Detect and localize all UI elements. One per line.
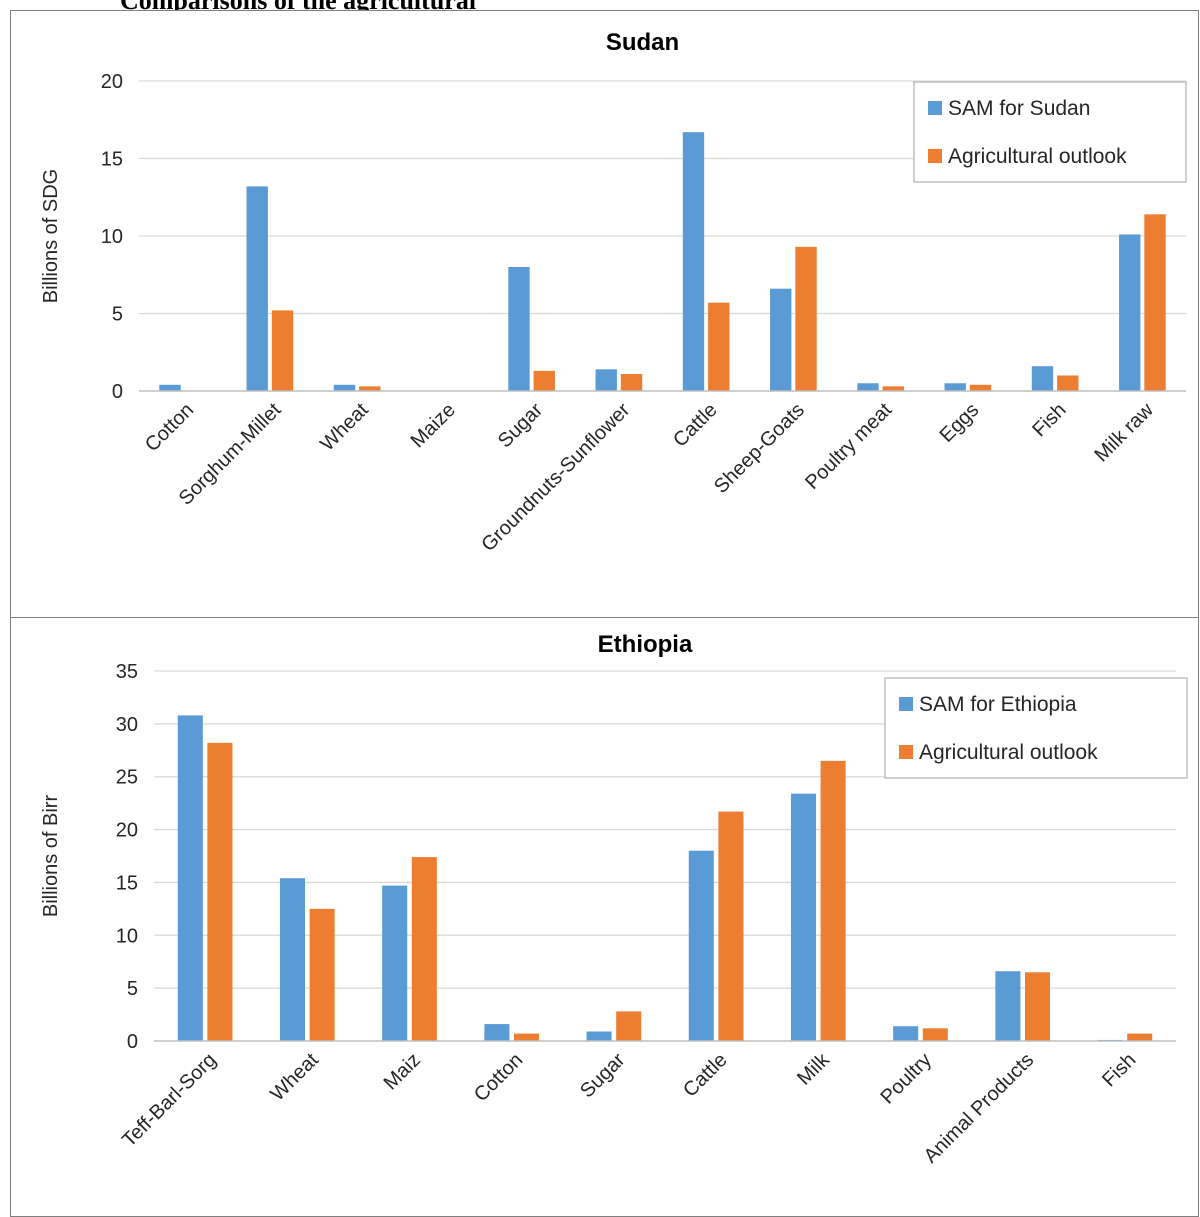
- y-axis-label: Billions of SDG: [40, 169, 62, 304]
- y-tick-label: 15: [101, 149, 123, 171]
- bar-sam-for-ethiopia-maiz: [382, 885, 408, 1041]
- y-axis-label: Billions of Birr: [40, 795, 62, 918]
- legend-swatch: [928, 149, 942, 163]
- x-tick-label: Cattle: [669, 399, 722, 452]
- bar-agricultural-outlook-cotton: [513, 1033, 540, 1041]
- bar-agricultural-outlook-milk-raw: [1144, 214, 1166, 391]
- bar-sam-for-ethiopia-cotton: [484, 1024, 510, 1041]
- y-tick-label: 30: [116, 714, 138, 736]
- bar-sam-for-sudan-eggs: [944, 383, 966, 391]
- legend-box: [884, 677, 1188, 779]
- bar-sam-for-ethiopia-wheat: [279, 878, 306, 1041]
- x-tick-label: Maize: [407, 399, 460, 452]
- y-tick-label: 0: [112, 381, 123, 403]
- bar-agricultural-outlook-groundnuts-sunflower: [620, 373, 643, 391]
- legend-label: SAM for Sudan: [948, 97, 1090, 120]
- bar-agricultural-outlook-fish: [1127, 1033, 1153, 1041]
- y-tick-label: 20: [101, 71, 123, 93]
- legend-swatch: [899, 745, 913, 759]
- x-tick-label: Animal Products: [920, 1049, 1039, 1168]
- y-tick-label: 10: [101, 226, 123, 248]
- bar-agricultural-outlook-sugar: [533, 370, 555, 391]
- bar-agricultural-outlook-poultry: [922, 1028, 948, 1041]
- legend-label: Agricultural outlook: [948, 145, 1127, 168]
- legend: SAM for Ethiopia Agricultural outlook: [884, 677, 1188, 779]
- x-tick-label: Teff-Barl-Sorg: [118, 1049, 221, 1152]
- chart-title: Sudan: [606, 29, 679, 56]
- bar-sam-for-sudan-groundnuts-sunflower: [595, 369, 617, 391]
- ethiopia-chart-panel: Ethiopia Billions of Birr 0 5 10 15 20 25 30 35 Te…: [10, 617, 1199, 1217]
- bar-sam-for-sudan-milk-raw: [1119, 234, 1141, 391]
- bar-sam-for-sudan-wheat: [333, 384, 356, 391]
- bar-sam-for-sudan-sorghum-millet: [246, 186, 268, 391]
- bar-agricultural-outlook-cattle: [718, 811, 744, 1041]
- x-tick-label: Wheat: [316, 399, 373, 456]
- bar-agricultural-outlook-maiz: [411, 857, 437, 1041]
- bar-agricultural-outlook-cattle: [708, 302, 730, 391]
- bar-sam-for-sudan-sugar: [508, 267, 530, 391]
- bar-sam-for-sudan-fish: [1031, 366, 1054, 391]
- bar-agricultural-outlook-poultry-meat: [882, 386, 904, 391]
- x-tick-label: Sugar: [576, 1049, 630, 1103]
- legend-box: [913, 81, 1187, 183]
- bar-agricultural-outlook-wheat: [359, 386, 381, 391]
- x-tick-label: Maiz: [380, 1049, 425, 1094]
- x-tick-label: Fish: [1028, 399, 1070, 441]
- x-tick-label: Poultry meat: [801, 399, 896, 494]
- bar-agricultural-outlook-sorghum-millet: [271, 310, 294, 391]
- bar-agricultural-outlook-milk: [820, 760, 846, 1041]
- bar-sam-for-ethiopia-teff-barl-sorg: [177, 715, 203, 1041]
- bar-sam-for-sudan-sheep-goats: [770, 288, 792, 391]
- bar-sam-for-ethiopia-cattle: [688, 850, 714, 1041]
- bar-agricultural-outlook-animal-products: [1024, 972, 1051, 1041]
- bar-sam-for-ethiopia-poultry: [893, 1026, 919, 1041]
- bar-agricultural-outlook-sugar: [616, 1011, 642, 1041]
- x-tick-label: Poultry: [876, 1049, 936, 1109]
- bar-sam-for-sudan-poultry-meat: [857, 383, 879, 391]
- bar-sam-for-sudan-cotton: [159, 384, 181, 391]
- bar-sam-for-ethiopia-milk: [790, 793, 817, 1041]
- x-tick-label: Wheat: [266, 1049, 323, 1106]
- legend-label: SAM for Ethiopia: [919, 693, 1077, 716]
- bar-agricultural-outlook-sheep-goats: [795, 246, 817, 391]
- x-tick-label: Milk raw: [1090, 399, 1158, 467]
- x-tick-label: Eggs: [936, 399, 984, 447]
- y-tick-label: 10: [116, 925, 138, 947]
- y-tick-label: 5: [127, 978, 138, 1000]
- x-tick-label: Cattle: [679, 1049, 732, 1102]
- y-tick-label: 5: [112, 304, 123, 326]
- ethiopia-bar-chart: Ethiopia Billions of Birr 0 5 10 15 20 25 30 35 Te…: [40, 631, 1188, 1168]
- x-tick-label: Fish: [1098, 1049, 1140, 1091]
- x-tick-label: Cotton: [470, 1049, 527, 1106]
- sudan-chart-panel: Sudan Billions of SDG 0 5 10 15 20 Cotton Sorghu…: [10, 10, 1199, 618]
- bar-agricultural-outlook-wheat: [309, 908, 335, 1041]
- y-tick-label: 20: [116, 820, 138, 842]
- x-tick-label: Cotton: [141, 399, 198, 456]
- bar-agricultural-outlook-teff-barl-sorg: [207, 742, 233, 1041]
- bar-agricultural-outlook-eggs: [969, 384, 992, 391]
- bar-agricultural-outlook-fish: [1057, 375, 1079, 391]
- y-tick-label: 0: [127, 1031, 138, 1053]
- bar-sam-for-ethiopia-sugar: [586, 1031, 612, 1041]
- legend: SAM for Sudan Agricultural outlook: [913, 81, 1187, 183]
- legend-swatch: [928, 101, 942, 115]
- x-tick-label: Groundnuts-Sunflower: [477, 399, 634, 556]
- bar-sam-for-ethiopia-animal-products: [995, 971, 1021, 1041]
- chart-title: Ethiopia: [598, 631, 693, 658]
- legend-swatch: [899, 697, 913, 711]
- x-tick-label: Sugar: [494, 399, 548, 453]
- y-tick-label: 15: [116, 872, 138, 894]
- x-tick-label: Milk: [793, 1048, 834, 1089]
- y-tick-label: 35: [116, 661, 138, 683]
- legend-label: Agricultural outlook: [919, 741, 1098, 764]
- x-tick-label: Sheep-Goats: [710, 399, 809, 498]
- bar-sam-for-sudan-cattle: [682, 132, 705, 391]
- y-tick-label: 25: [116, 767, 138, 789]
